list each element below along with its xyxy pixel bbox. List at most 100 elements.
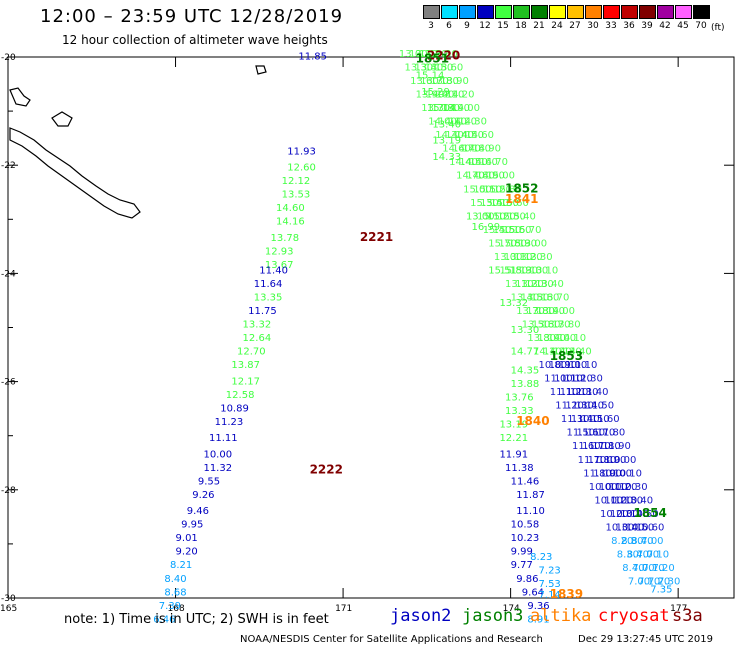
swh-dense-mark: 7.00	[637, 549, 659, 560]
legend-swatch	[566, 5, 584, 19]
swh-dense-mark: 14.10	[558, 333, 587, 344]
swh-value: 15.51	[488, 265, 517, 276]
legend-swatch	[674, 5, 692, 19]
swh-dense-mark: 8.40	[622, 563, 644, 574]
legend-label: 45	[677, 21, 689, 31]
swh-dense-mark: 13.70	[542, 320, 571, 331]
time-label: 1841	[505, 192, 538, 206]
swh-dense-mark: 8.30	[617, 549, 639, 560]
swh-dense-mark: 10.60	[636, 522, 665, 533]
legend-swatch	[602, 5, 620, 19]
swh-dense-mark: 13.70	[420, 76, 449, 87]
swh-value: 11.64	[254, 279, 283, 290]
swh-dense-mark: 13.90	[536, 306, 565, 317]
swh-dense-mark: 11.20	[560, 387, 589, 398]
swh-dense-mark: 15.90	[508, 238, 537, 249]
swh-value: 13.32	[243, 320, 272, 331]
swh-dense-mark: 14.00	[451, 103, 480, 114]
swh-value: 13.32	[499, 298, 528, 309]
legend-item: 39	[638, 5, 656, 31]
swh-dense-mark: 11.80	[588, 455, 617, 466]
swh-dense-mark: 13.70	[421, 103, 450, 114]
swh-dense-mark: 10.50	[630, 509, 659, 520]
sat-label-altika: altika	[530, 606, 592, 626]
swh-value: 13.19	[499, 420, 528, 431]
swh-dense-mark: 13.80	[526, 306, 555, 317]
swh-dense-mark: 10.20	[600, 509, 629, 520]
swh-dense-mark: 8.40	[627, 549, 649, 560]
legend-item: 33	[602, 5, 620, 31]
swh-value: 12.70	[237, 347, 266, 358]
swh-dense-mark: 13.30	[405, 63, 434, 74]
swh-dense-mark: 15.10	[473, 184, 502, 195]
swh-dense-mark: 14.80	[462, 144, 491, 155]
legend-label: 39	[641, 21, 653, 31]
swh-dense-mark: 11.30	[574, 374, 603, 385]
swh-dense-mark: 11.80	[597, 428, 626, 439]
lat-label: -24	[1, 269, 16, 279]
swh-dense-mark: 13.30	[524, 252, 553, 263]
swh-value: 12.17	[231, 376, 260, 387]
swh-dense-mark: 11.50	[585, 401, 614, 412]
swh-dense-mark: 11.10	[569, 360, 598, 371]
swh-dense-mark: 13.90	[441, 103, 470, 114]
swh-value: 7.53	[539, 579, 561, 590]
swh-value: 11.93	[287, 146, 316, 157]
swh-dense-mark: 13.70	[516, 306, 545, 317]
swh-dense-mark: 14.70	[479, 157, 508, 168]
swh-dense-mark: 11.70	[578, 455, 607, 466]
swh-dense-mark: 13.90	[440, 76, 469, 87]
swh-value: 13.87	[231, 360, 260, 371]
swh-value: 10.58	[511, 520, 540, 531]
legend-item: 15	[494, 5, 512, 31]
sat-label-jason2: jason2	[390, 606, 452, 626]
swh-dense-mark: 8.20	[611, 536, 633, 547]
swh-dense-mark: 15.20	[483, 184, 512, 195]
swh-dense-mark: 10.40	[616, 522, 645, 533]
swh-dense-mark: 13.60	[410, 76, 439, 87]
new-caledonia-coast	[9, 127, 141, 219]
swh-dense-mark: 15.70	[488, 238, 517, 249]
swh-value: 10.89	[220, 403, 249, 414]
swh-dense-mark: 13.80	[552, 320, 581, 331]
swh-dense-mark: 8.40	[631, 536, 653, 547]
swh-dense-mark: 14.90	[472, 144, 501, 155]
swh-value: 14.33	[432, 152, 461, 163]
swh-value: 12.60	[287, 163, 316, 174]
legend-label: 9	[464, 21, 470, 31]
swh-dense-mark: 13.00	[518, 238, 547, 249]
swh-value: 13.30	[511, 325, 540, 336]
legend-swatch	[692, 5, 710, 19]
legend-item: 18	[512, 5, 530, 31]
swh-dense-mark: 14.40	[449, 157, 478, 168]
island-coast	[255, 65, 267, 75]
swh-value: 11.32	[203, 463, 232, 474]
page-subtitle: 12 hour collection of altimeter wave hei…	[62, 33, 328, 47]
swh-dense-mark: 14.90	[476, 171, 505, 182]
swh-dense-mark: 10.10	[599, 482, 628, 493]
swh-dense-mark: 14.60	[465, 130, 494, 141]
swh-dense-mark: 11.70	[582, 441, 611, 452]
swh-dense-mark: 13.20	[514, 252, 543, 263]
swh-dense-mark: 13.80	[430, 76, 459, 87]
swh-dense-mark: 14.00	[547, 333, 576, 344]
swh-value: 14.35	[511, 365, 540, 376]
lon-label: 171	[335, 604, 352, 614]
swh-dense-mark: 10.10	[594, 495, 623, 506]
swh-dense-mark: 15.80	[498, 238, 527, 249]
legend-swatch	[422, 5, 440, 19]
legend-label: 33	[605, 21, 617, 31]
swh-dense-mark: 14.00	[546, 306, 575, 317]
track-values: 11.85 11.93 12.60 12.12 13.53 14.60 14.16 13.78…	[153, 49, 680, 625]
swh-dense-mark: 11.70	[587, 428, 616, 439]
legend-unit: (ft)	[711, 23, 725, 33]
swh-dense-mark: 14.00	[426, 90, 455, 101]
time-label: 1853	[550, 349, 583, 363]
legend-swatch	[512, 5, 530, 19]
legend-label: 15	[497, 21, 509, 31]
legend-swatch	[458, 5, 476, 19]
swh-dense-mark: 7.10	[647, 549, 669, 560]
lon-label: 177	[670, 604, 687, 614]
swh-dense-mark: 11.90	[593, 468, 622, 479]
